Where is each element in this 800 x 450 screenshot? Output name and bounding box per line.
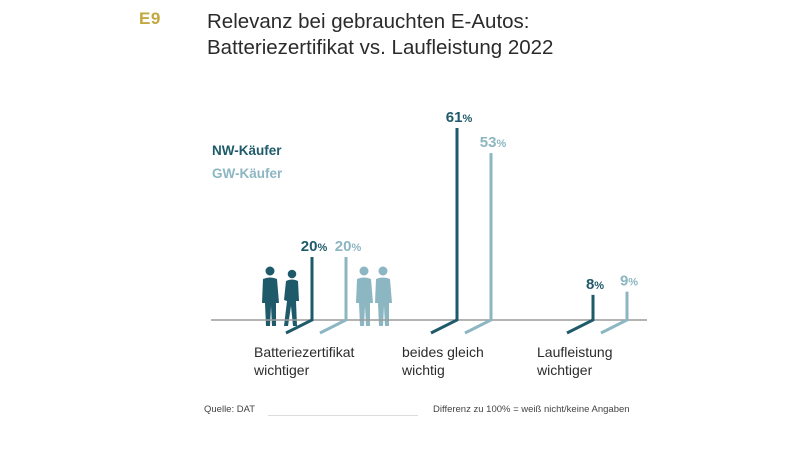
data-label-nw-1: 61%: [446, 109, 473, 126]
bar-nw-0: [285, 257, 314, 335]
bar-gw-1: [464, 153, 493, 335]
category-label-laufleistung: Laufleistung wichtiger: [537, 343, 613, 379]
data-label-nw-0: 20%: [301, 238, 328, 255]
footnote: Differenz zu 100% = weiß nicht/keine Ang…: [433, 404, 630, 415]
people-silhouettes-illustration: [262, 266, 392, 326]
data-label-gw-1: 53%: [480, 134, 507, 151]
category-label-line: wichtiger: [254, 362, 310, 378]
bar-gw-0: [319, 257, 348, 335]
source-note: Quelle: DAT: [204, 404, 256, 415]
bars-group: 20% 61% 8% 20% 53% 9%: [285, 109, 638, 335]
chart-title: Relevanz bei gebrauchten E-Autos: Batter…: [207, 9, 553, 61]
footer-divider: [268, 415, 418, 416]
title-line-1: Relevanz bei gebrauchten E-Autos:: [207, 10, 530, 33]
nw-buyers-silhouette: [262, 266, 299, 326]
category-label-line: Laufleistung: [537, 344, 613, 360]
bar-nw-1: [430, 128, 459, 335]
title-line-2: Batteriezertifikat vs. Laufleistung 2022: [207, 36, 554, 59]
category-label-line: wichtiger: [537, 362, 593, 378]
data-label-gw-0: 20%: [335, 238, 362, 255]
data-label-nw-2: 8%: [586, 276, 604, 293]
category-label-line: wichtig: [402, 362, 445, 378]
category-label-line: Batteriezertifikat: [254, 344, 355, 360]
data-label-gw-2: 9%: [620, 273, 638, 290]
legend-gw-kaeufer: GW-Käufer: [212, 166, 283, 181]
gw-buyers-silhouette: [356, 266, 392, 326]
category-label-batteriezertifikat: Batteriezertifikat wichtiger: [254, 343, 354, 379]
figure-label: E9: [139, 9, 161, 28]
legend-nw-kaeufer: NW-Käufer: [212, 143, 282, 158]
bar-gw-2: [600, 291, 629, 335]
category-label-beides-gleich: beides gleich wichtig: [402, 343, 484, 379]
category-label-line: beides gleich: [402, 344, 484, 360]
bar-nw-2: [566, 294, 595, 335]
